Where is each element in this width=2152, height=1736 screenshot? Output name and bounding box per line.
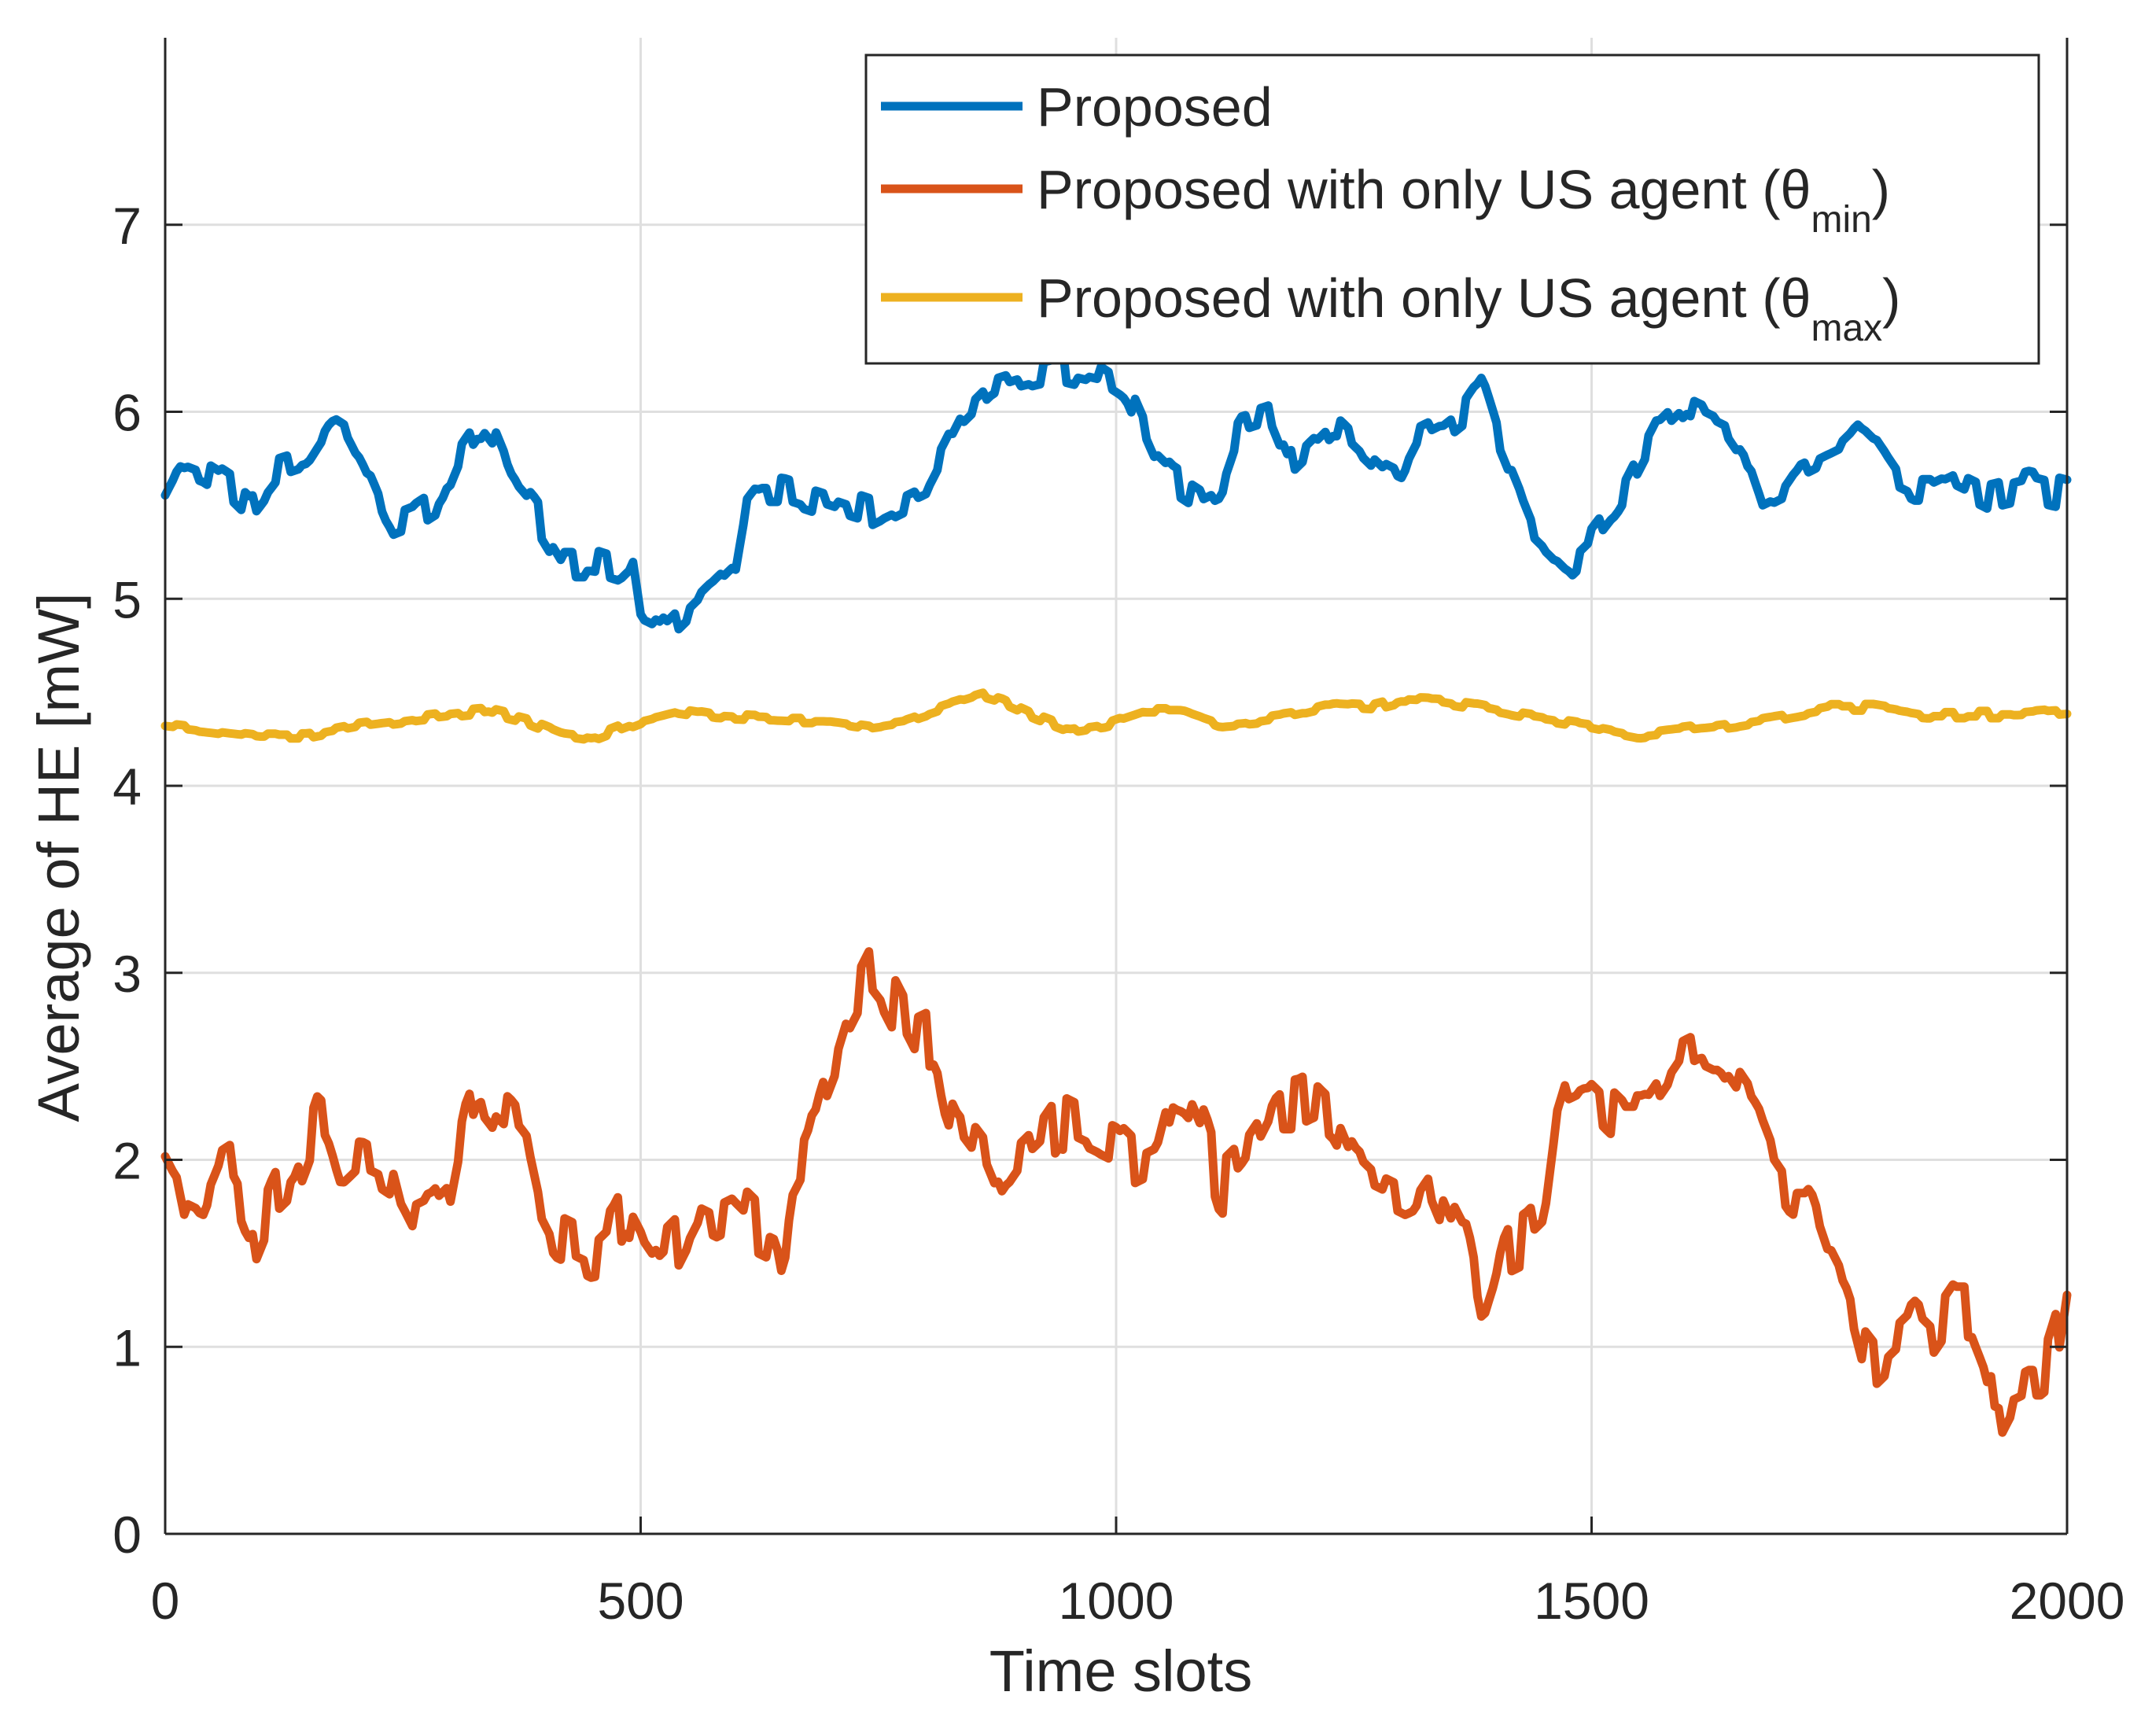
legend-label-main: Proposed with only US agent (θ bbox=[1037, 159, 1811, 220]
series-line-2 bbox=[160, 947, 2072, 1437]
axes bbox=[164, 38, 2069, 1535]
x-axis-label: Time slots bbox=[989, 1638, 1252, 1704]
y-axis-label: Average of HE [mW] bbox=[26, 592, 91, 1122]
tick-labels: 0 500 1000 1500 2000 0 1 2 3 4 5 6 7 bbox=[112, 197, 2124, 1630]
legend-label-main: Proposed bbox=[1037, 76, 1273, 138]
legend-label-subscript: min bbox=[1811, 199, 1871, 241]
y-tick-label: 6 bbox=[112, 384, 142, 442]
legend-label-close: ) bbox=[1882, 267, 1900, 329]
series-lines bbox=[160, 345, 2072, 1437]
legend-label: Proposed with only US agent (θmin) bbox=[1037, 159, 1890, 241]
y-tick-label: 4 bbox=[112, 757, 142, 816]
y-tick-label: 1 bbox=[112, 1318, 142, 1377]
y-tick-label: 5 bbox=[112, 570, 142, 628]
x-tick-label: 2000 bbox=[2010, 1572, 2125, 1630]
x-tick-label: 1500 bbox=[1534, 1572, 1649, 1630]
legend-label: Proposed with only US agent (θmax) bbox=[1037, 267, 1900, 349]
y-tick-label: 7 bbox=[112, 197, 142, 255]
series-line-1 bbox=[160, 345, 2072, 634]
legend-box bbox=[864, 53, 2040, 365]
legend-label-close: ) bbox=[1872, 159, 1890, 220]
x-tick-label: 1000 bbox=[1059, 1572, 1174, 1630]
legend-label: Proposed bbox=[1037, 76, 1273, 138]
legend-label-main: Proposed with only US agent (θ bbox=[1037, 267, 1811, 329]
y-tick-label: 0 bbox=[112, 1506, 142, 1564]
y-tick-label: 3 bbox=[112, 945, 142, 1003]
x-tick-label: 500 bbox=[597, 1572, 684, 1630]
y-tick-label: 2 bbox=[112, 1132, 142, 1190]
series-line-3 bbox=[160, 688, 2072, 744]
legend: Proposed Proposed with only US agent (θmi… bbox=[864, 53, 2040, 365]
legend-label-subscript: max bbox=[1811, 308, 1882, 349]
x-tick-label: 0 bbox=[151, 1572, 180, 1630]
